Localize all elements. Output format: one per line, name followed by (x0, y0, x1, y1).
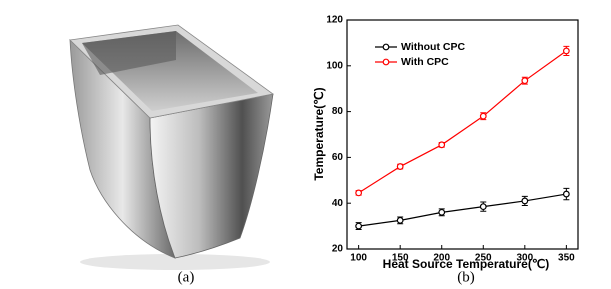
series-line (359, 194, 567, 226)
y-tick-label: 20 (332, 244, 344, 255)
x-tick-label: 150 (392, 253, 409, 264)
marker (356, 190, 362, 196)
x-tick-label: 250 (475, 253, 492, 264)
marker (564, 191, 570, 197)
y-tick-label: 80 (332, 106, 344, 117)
x-tick-label: 200 (433, 253, 450, 264)
plot-frame (347, 20, 578, 249)
cpc-render (70, 25, 273, 270)
caption-b: (b) (457, 269, 475, 285)
marker (522, 198, 528, 204)
marker (397, 218, 403, 224)
x-tick-label: 300 (516, 253, 533, 264)
marker (480, 204, 486, 210)
marker (480, 113, 486, 119)
marker (522, 78, 528, 84)
y-axis-label: Temperature(℃) (312, 87, 326, 180)
legend-marker (383, 44, 389, 50)
x-tick-label: 100 (350, 253, 367, 264)
marker (356, 223, 362, 229)
figure: (a) (b) Heat Source Temperature(℃) Tempe… (0, 0, 611, 289)
marker (397, 164, 403, 170)
y-tick-label: 60 (332, 152, 344, 163)
y-tick-label: 40 (332, 198, 344, 209)
legend-marker (383, 59, 389, 65)
y-tick-label: 120 (326, 15, 343, 26)
legend-label: With CPC (401, 56, 449, 68)
marker (564, 48, 570, 54)
legend-label: Without CPC (401, 41, 465, 53)
x-tick-label: 350 (558, 253, 575, 264)
series-line (359, 51, 567, 193)
marker (439, 142, 445, 148)
caption-a: (a) (178, 269, 195, 285)
marker (439, 210, 445, 216)
y-tick-label: 100 (326, 60, 343, 71)
